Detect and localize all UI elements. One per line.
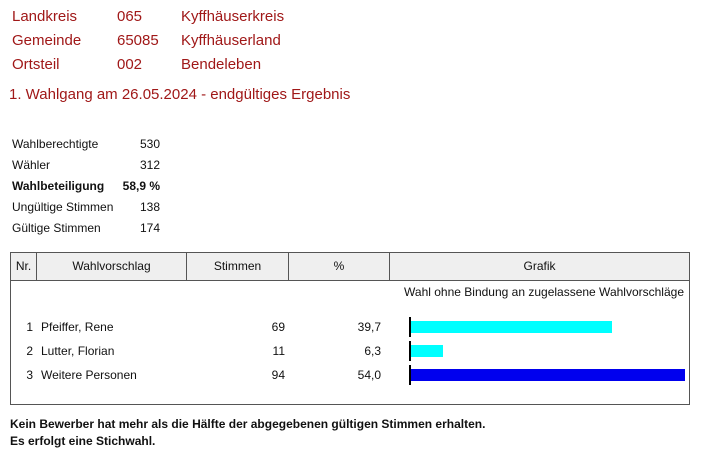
- location-label: Ortsteil: [12, 56, 60, 73]
- result-bar: [411, 321, 612, 333]
- vote-count: 94: [271, 368, 285, 382]
- result-note-line1: Kein Bewerber hat mehr als die Hälfte de…: [10, 417, 486, 431]
- stat-value: 530: [139, 137, 160, 151]
- stat-gueltige: Gültige Stimmen 174: [12, 221, 160, 242]
- location-name: Kyffhäuserland: [181, 32, 281, 49]
- location-code: 002: [117, 56, 143, 73]
- column-header-wahlvorschlag: Wahlvorschlag: [37, 253, 187, 280]
- stat-label: Ungültige Stimmen: [12, 200, 114, 214]
- candidate-name: Lutter, Florian: [41, 344, 115, 358]
- stat-value: 174: [139, 221, 160, 235]
- table-row: 3 Weitere Personen 94 54,0: [11, 365, 689, 385]
- location-label: Landkreis: [12, 8, 78, 25]
- stat-label: Wahlberechtigte: [12, 137, 99, 151]
- location-code: 65085: [117, 32, 159, 49]
- table-row: 1 Pfeiffer, Rene 69 39,7: [11, 317, 689, 337]
- location-name: Kyffhäuserkreis: [181, 8, 285, 25]
- bar-axis: [409, 317, 411, 337]
- column-header-grafik: Grafik: [523, 259, 556, 273]
- stat-value: 138: [139, 200, 160, 214]
- column-header-nr: Nr.: [11, 253, 37, 280]
- result-note: Kein Bewerber hat mehr als die Hälfte de…: [10, 416, 485, 450]
- results-table: Nr. Wahlvorschlag Stimmen % Grafik Wahl …: [10, 252, 690, 405]
- stat-label: Wähler: [12, 158, 51, 172]
- stat-waehler: Wähler 312: [12, 158, 160, 179]
- vote-count: 11: [272, 344, 285, 358]
- result-bar: [411, 345, 443, 357]
- candidate-name: Pfeiffer, Rene: [41, 320, 114, 334]
- stat-label: Wahlbeteiligung: [12, 179, 105, 193]
- row-number: 1: [26, 320, 33, 334]
- page-title: 1. Wahlgang am 26.05.2024 - endgültiges …: [9, 86, 351, 103]
- result-bar: [411, 369, 685, 381]
- column-header-percent: %: [289, 253, 390, 280]
- location-label: Gemeinde: [12, 32, 82, 49]
- stat-label: Gültige Stimmen: [12, 221, 101, 235]
- stat-value: 312: [139, 158, 160, 172]
- result-note-line2: Es erfolgt eine Stichwahl.: [10, 434, 156, 448]
- row-number: 3: [26, 368, 33, 382]
- row-number: 2: [26, 344, 33, 358]
- stat-wahlberechtigte: Wahlberechtigte 530: [12, 137, 160, 158]
- column-header-stimmen: Stimmen: [187, 253, 289, 280]
- candidate-name: Weitere Personen: [41, 368, 137, 382]
- stat-ungueltige: Ungültige Stimmen 138: [12, 200, 160, 221]
- table-caption: Wahl ohne Bindung an zugelassene Wahlvor…: [404, 285, 684, 299]
- location-name: Bendeleben: [181, 56, 262, 73]
- bar-axis: [409, 365, 411, 385]
- table-row: 2 Lutter, Florian 11 6,3: [11, 341, 689, 361]
- bar-axis: [409, 341, 411, 361]
- vote-percent: 54,0: [357, 368, 381, 382]
- vote-percent: 6,3: [364, 344, 381, 358]
- turnout-stats: Wahlberechtigte 530 Wähler 312 Wahlbetei…: [12, 137, 160, 242]
- stat-wahlbeteiligung: Wahlbeteiligung 58,9 %: [12, 179, 160, 200]
- vote-count: 69: [271, 320, 285, 334]
- stat-value: 58,9 %: [122, 179, 160, 193]
- table-header: Nr. Wahlvorschlag Stimmen % Grafik: [11, 253, 689, 281]
- vote-percent: 39,7: [357, 320, 381, 334]
- location-code: 065: [117, 8, 143, 25]
